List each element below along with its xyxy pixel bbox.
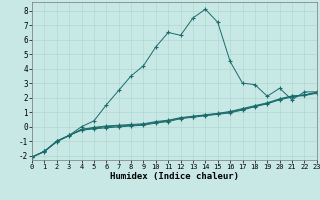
X-axis label: Humidex (Indice chaleur): Humidex (Indice chaleur)	[110, 172, 239, 181]
